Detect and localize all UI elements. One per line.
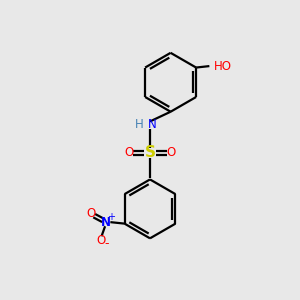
Text: O: O: [86, 207, 96, 220]
Text: O: O: [167, 146, 176, 159]
Text: O: O: [96, 234, 106, 247]
Text: O: O: [124, 146, 134, 159]
Text: N: N: [101, 216, 111, 229]
Text: N: N: [148, 118, 157, 131]
Text: -: -: [104, 237, 109, 250]
Text: +: +: [107, 212, 115, 222]
Text: HO: HO: [214, 60, 232, 73]
Text: S: S: [145, 146, 155, 160]
Text: H: H: [134, 118, 143, 131]
